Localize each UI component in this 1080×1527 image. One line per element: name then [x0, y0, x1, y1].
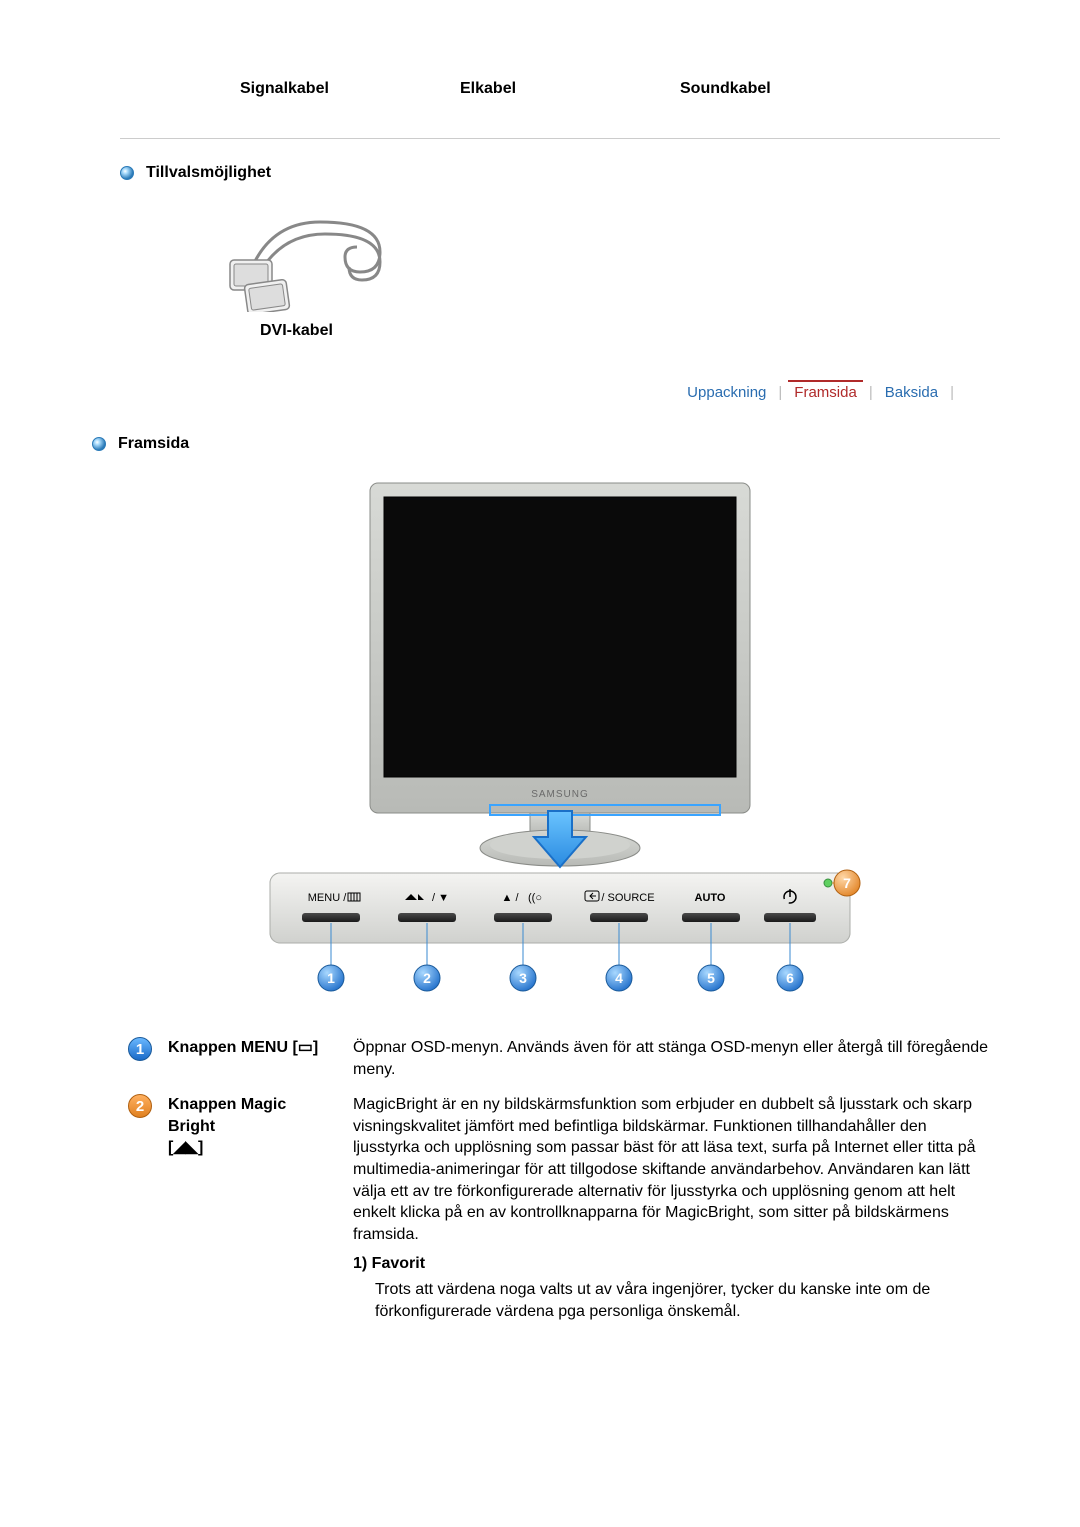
svg-text:7: 7 — [843, 875, 851, 891]
svg-text:5: 5 — [707, 970, 715, 986]
dvi-cable-image — [220, 202, 420, 312]
tabs-row: Uppackning | Framsida | Baksida | — [120, 380, 1000, 405]
favorit-title: 1) Favorit — [353, 1253, 992, 1275]
label-elkabel: Elkabel — [460, 80, 680, 98]
divider — [120, 138, 1000, 139]
section-title-option: Tillvalsmöjlighet — [146, 164, 271, 182]
svg-text:2: 2 — [423, 970, 431, 986]
dvi-label: DVI-kabel — [220, 322, 1000, 340]
table-row: 2 Knappen Magic Bright [◢◣] MagicBright … — [120, 1090, 1000, 1332]
desc-label-2: Knappen Magic Bright [◢◣] — [160, 1090, 345, 1332]
svg-text:1: 1 — [327, 970, 335, 986]
bullet-icon — [92, 437, 106, 451]
section-title-front: Framsida — [118, 435, 189, 453]
svg-text:▲ /: ▲ / — [502, 892, 520, 904]
desc-label-1: Knappen MENU [▭] — [160, 1033, 345, 1090]
brand-text: SAMSUNG — [531, 789, 589, 800]
tab-separator: | — [944, 384, 960, 401]
svg-text:AUTO: AUTO — [695, 892, 726, 904]
svg-text:/ ▼: / ▼ — [432, 892, 449, 904]
tab-framsida[interactable]: Framsida — [788, 380, 863, 405]
table-row: 1 Knappen MENU [▭] Öppnar OSD-menyn. Anv… — [120, 1033, 1000, 1090]
dvi-block: DVI-kabel — [120, 202, 1000, 340]
badge-1: 1 — [128, 1037, 152, 1061]
svg-text:6: 6 — [786, 970, 794, 986]
favorit-text: Trots att värdena noga valts ut av våra … — [353, 1279, 992, 1322]
badge-2: 2 — [128, 1094, 152, 1118]
label-soundkabel: Soundkabel — [680, 80, 771, 98]
tab-separator: | — [863, 384, 879, 401]
monitor-illustration: SAMSUNG MENU / / ▼ ▲ / ((○ / SOURCE — [120, 473, 1000, 1003]
cable-labels-row: Signalkabel Elkabel Soundkabel — [120, 80, 1000, 98]
description-table: 1 Knappen MENU [▭] Öppnar OSD-menyn. Anv… — [120, 1033, 1000, 1332]
svg-text:MENU /: MENU / — [308, 892, 347, 904]
tab-uppackning[interactable]: Uppackning — [681, 380, 772, 405]
desc-text-2: MagicBright är en ny bildskärmsfunktion … — [345, 1090, 1000, 1332]
desc-text-1: Öppnar OSD-menyn. Används även för att s… — [345, 1033, 1000, 1090]
tab-baksida[interactable]: Baksida — [879, 380, 944, 405]
section-option-row: Tillvalsmöjlighet — [120, 164, 1000, 182]
label-signalkabel: Signalkabel — [240, 80, 460, 98]
svg-text:3: 3 — [519, 970, 527, 986]
favorit-block: 1) Favorit Trots att värdena noga valts … — [353, 1253, 992, 1322]
bullet-icon — [120, 166, 134, 180]
svg-text:/ SOURCE: / SOURCE — [601, 892, 654, 904]
tab-separator: | — [772, 384, 788, 401]
svg-text:((○: ((○ — [528, 892, 542, 904]
desc-text-2-main: MagicBright är en ny bildskärmsfunktion … — [353, 1096, 976, 1243]
svg-text:4: 4 — [615, 970, 623, 986]
section-front-row: Framsida — [92, 435, 1000, 453]
